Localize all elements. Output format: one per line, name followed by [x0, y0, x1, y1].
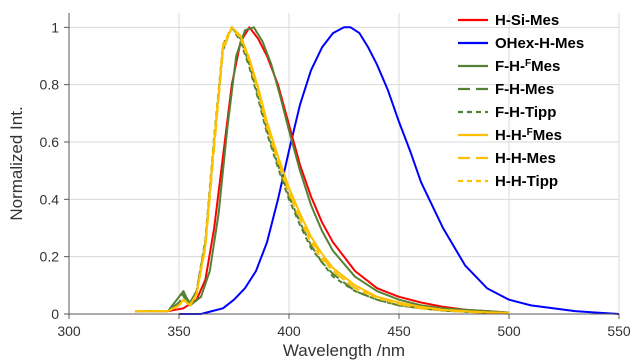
- series-line-f-h-tipp: [135, 26, 510, 315]
- y-tick-label: 0.6: [40, 134, 60, 150]
- x-tick-label: 350: [167, 323, 191, 339]
- x-tick-label: 500: [497, 323, 521, 339]
- y-tick-label: 0.4: [40, 191, 60, 207]
- series-line-ohex-h-mes: [179, 26, 620, 315]
- axes: [64, 13, 620, 319]
- tick-labels: 300 350 400 450 500 550 0 0.2 0.4 0.6 0.8 1: [40, 19, 631, 339]
- y-tick-label: 0.8: [40, 77, 60, 93]
- legend-label: F-H-FMes: [495, 58, 560, 76]
- series-line-f-h-mes: [135, 26, 510, 315]
- legend-label: F-H-Mes: [495, 81, 554, 98]
- x-tick-label: 300: [57, 323, 81, 339]
- series-line-h-h-tipp: [135, 26, 510, 315]
- series-line-h-h-fmes: [135, 26, 510, 314]
- legend-label: H-Si-Mes: [495, 12, 559, 29]
- y-tick-label: 0: [51, 306, 59, 322]
- series-layer: [135, 26, 620, 315]
- series-line-f-h-fmes: [135, 26, 510, 314]
- y-tick-label: 0.2: [40, 249, 60, 265]
- x-tick-label: 400: [277, 323, 301, 339]
- y-tick-label: 1: [51, 19, 59, 35]
- y-axis-title: Normalized Int.: [7, 106, 26, 220]
- x-axis-title: Wavelength /nm: [283, 341, 405, 360]
- legend: H-Si-Mes OHex-H-Mes F-H-FMes F-H-Mes F-H-Tip…: [458, 12, 584, 190]
- x-tick-label: 450: [387, 323, 411, 339]
- x-tick-label: 550: [607, 323, 631, 339]
- legend-label: OHex-H-Mes: [495, 35, 584, 52]
- series-line-h-h-mes: [135, 26, 510, 315]
- legend-label: H-H-Tipp: [495, 173, 558, 190]
- legend-label: H-H-FMes: [495, 127, 562, 145]
- legend-label: H-H-Mes: [495, 150, 556, 167]
- series-line-h-si-mes: [135, 26, 510, 314]
- legend-label: F-H-Tipp: [495, 104, 556, 121]
